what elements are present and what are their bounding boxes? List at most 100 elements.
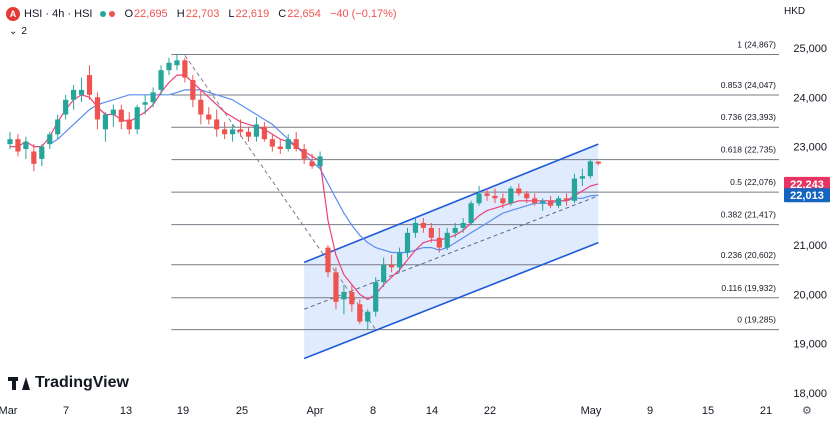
- y-axis-tick-label: 19,000: [793, 339, 827, 351]
- candle-body[interactable]: [381, 264, 387, 283]
- candle-body[interactable]: [237, 129, 244, 132]
- candle-body[interactable]: [150, 92, 156, 103]
- candle-body[interactable]: [71, 89, 77, 100]
- candle-body[interactable]: [55, 119, 61, 135]
- candle-body[interactable]: [126, 119, 132, 130]
- candle-body[interactable]: [555, 198, 562, 206]
- candle-body[interactable]: [532, 198, 538, 204]
- symbol-label[interactable]: HSI · 4h · HSI: [24, 8, 93, 20]
- candle-body[interactable]: [301, 149, 307, 159]
- candle-body[interactable]: [508, 188, 514, 204]
- candle-body[interactable]: [325, 247, 331, 273]
- change-value: −40 (−0.17%): [329, 8, 397, 20]
- candle-body[interactable]: [595, 161, 601, 164]
- candle-body[interactable]: [78, 89, 85, 95]
- candle-body[interactable]: [47, 134, 53, 145]
- brand-name: TradingView: [35, 374, 129, 391]
- candle-body[interactable]: [333, 272, 339, 302]
- candle-body[interactable]: [190, 80, 196, 100]
- x-axis-tick-label: May: [581, 405, 602, 417]
- ohlc-values: O22,695 H22,703 L22,619 C22,654 −40 (−0.…: [124, 8, 402, 20]
- x-axis-tick-label: 22: [484, 405, 496, 417]
- candle-body[interactable]: [261, 126, 267, 140]
- candle-body[interactable]: [277, 146, 283, 150]
- candle-body[interactable]: [39, 146, 45, 159]
- x-axis-tick-label: 13: [120, 405, 132, 417]
- candle-body[interactable]: [269, 139, 275, 147]
- indicators-collapse-button[interactable]: ⌄ 2: [6, 24, 30, 39]
- candle-body[interactable]: [31, 151, 37, 164]
- candle-body[interactable]: [285, 139, 291, 150]
- candle-body[interactable]: [563, 198, 570, 201]
- candle-body[interactable]: [293, 139, 299, 150]
- candle-body[interactable]: [357, 304, 363, 322]
- candle-body[interactable]: [587, 161, 593, 177]
- candle-body[interactable]: [484, 193, 490, 196]
- candle-body[interactable]: [63, 99, 69, 115]
- candle-body[interactable]: [309, 161, 315, 167]
- candle-body[interactable]: [174, 60, 180, 66]
- candle-body[interactable]: [476, 193, 482, 204]
- candle-body[interactable]: [404, 232, 411, 253]
- fib-level-label: 0.382 (21,417): [721, 210, 776, 220]
- chart-legend: A HSI · 4h · HSI O22,695 H22,703 L22,619…: [6, 6, 403, 22]
- x-axis-tick-label: 25: [236, 405, 248, 417]
- open-key: O: [124, 8, 134, 20]
- candle-body[interactable]: [253, 124, 260, 137]
- candle-body[interactable]: [571, 178, 578, 201]
- candle-body[interactable]: [420, 222, 426, 228]
- candle-body[interactable]: [436, 237, 442, 248]
- candle-body[interactable]: [579, 176, 585, 179]
- candle-body[interactable]: [412, 222, 419, 233]
- candle-body[interactable]: [86, 75, 93, 95]
- candle-body[interactable]: [118, 109, 124, 122]
- candle-body[interactable]: [500, 198, 506, 204]
- candle-body[interactable]: [468, 203, 474, 223]
- candle-body[interactable]: [524, 193, 530, 199]
- x-axis-tick-label: 8: [370, 405, 376, 417]
- x-axis-tick-label: 14: [426, 405, 438, 417]
- candle-body[interactable]: [396, 252, 403, 268]
- candle-body[interactable]: [142, 102, 148, 105]
- candle-body[interactable]: [110, 109, 116, 115]
- candle-body[interactable]: [460, 222, 466, 228]
- candle-body[interactable]: [222, 129, 228, 135]
- x-axis-tick-label: Mar: [0, 405, 18, 417]
- fib-level-label: 0.236 (20,602): [721, 250, 776, 260]
- candle-body[interactable]: [23, 141, 29, 150]
- candle-body[interactable]: [206, 114, 212, 120]
- high-value: 22,703: [185, 8, 220, 20]
- candle-body[interactable]: [548, 200, 554, 206]
- candle-body[interactable]: [492, 195, 498, 199]
- currency-label[interactable]: HKD: [784, 6, 806, 17]
- candle-body[interactable]: [389, 264, 395, 268]
- candle-body[interactable]: [245, 131, 252, 137]
- open-value: 22,695: [134, 8, 168, 20]
- candle-body[interactable]: [166, 62, 172, 71]
- candle-body[interactable]: [317, 156, 323, 167]
- gear-icon[interactable]: ⚙: [802, 405, 812, 417]
- symbol-logo-icon: A: [6, 7, 20, 21]
- candle-body[interactable]: [365, 311, 371, 322]
- candle-body[interactable]: [158, 70, 164, 90]
- candle-body[interactable]: [7, 139, 13, 145]
- candle-body[interactable]: [198, 99, 204, 115]
- candle-body[interactable]: [341, 291, 347, 300]
- candle-body[interactable]: [452, 227, 458, 233]
- candle-body[interactable]: [516, 188, 522, 194]
- candle-body[interactable]: [444, 232, 450, 248]
- candle-body[interactable]: [102, 114, 108, 130]
- y-axis-tick-label: 25,000: [793, 43, 827, 55]
- y-axis-tick-label: 23,000: [793, 142, 827, 154]
- candle-body[interactable]: [15, 139, 21, 152]
- candle-body[interactable]: [540, 200, 546, 204]
- candle-body[interactable]: [94, 97, 101, 120]
- candle-body[interactable]: [428, 227, 434, 238]
- candle-body[interactable]: [214, 119, 220, 130]
- candle-body[interactable]: [230, 129, 236, 135]
- candle-body[interactable]: [349, 291, 355, 305]
- candle-body[interactable]: [373, 282, 379, 312]
- candle-body[interactable]: [182, 60, 188, 78]
- candle-body[interactable]: [134, 107, 140, 130]
